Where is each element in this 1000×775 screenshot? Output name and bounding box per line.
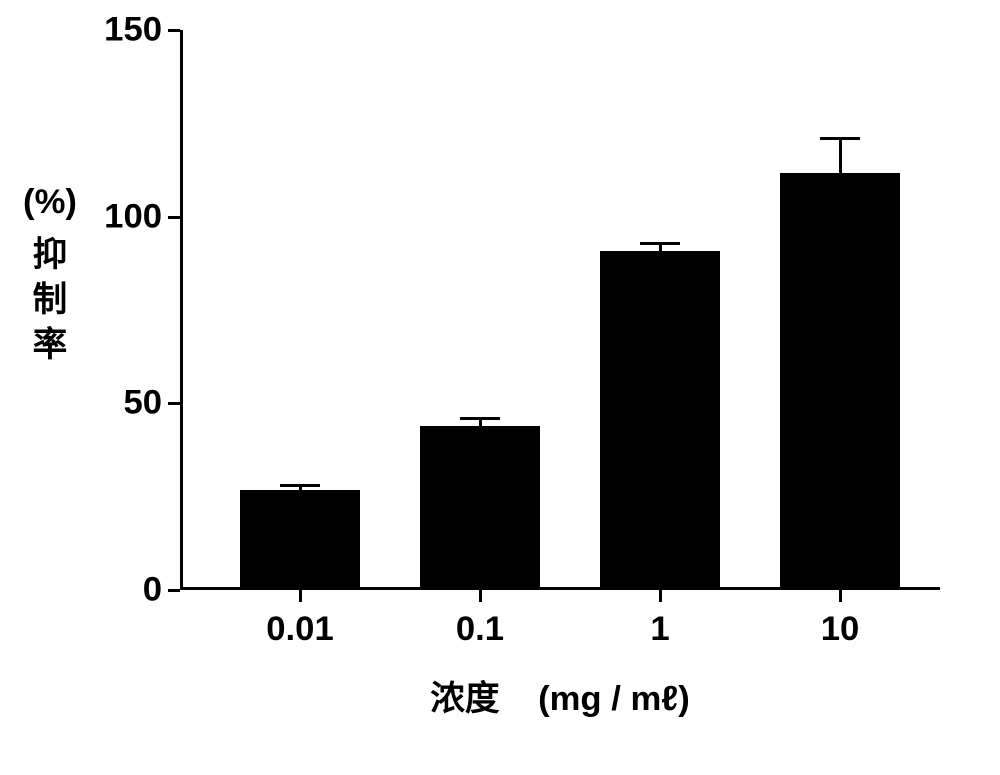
y-tick bbox=[168, 29, 180, 32]
y-axis-label-line-0: 抑 bbox=[20, 233, 80, 278]
x-tick-label: 1 bbox=[650, 610, 669, 649]
y-axis-label-line-1: 制 bbox=[20, 278, 80, 323]
y-axis-line bbox=[180, 30, 183, 590]
error-bar-cap bbox=[460, 417, 500, 420]
x-tick bbox=[299, 590, 302, 602]
bar bbox=[420, 426, 540, 587]
x-tick bbox=[839, 590, 842, 602]
bar bbox=[600, 251, 720, 587]
bar bbox=[240, 490, 360, 587]
y-tick bbox=[168, 589, 180, 592]
error-bar-cap bbox=[280, 484, 320, 487]
x-tick bbox=[659, 590, 662, 602]
x-tick bbox=[479, 590, 482, 602]
y-axis-label: (%) 抑 制 率 bbox=[20, 180, 80, 368]
x-tick-label: 0.01 bbox=[266, 610, 333, 649]
x-axis-title: 浓度 (mg / mℓ) bbox=[180, 670, 940, 720]
y-tick-label: 50 bbox=[123, 384, 162, 423]
x-axis-title-units: (mg / mℓ) bbox=[538, 680, 690, 718]
x-tick-label: 0.1 bbox=[456, 610, 504, 649]
bar-chart: (%) 抑 制 率 浓度 (mg / mℓ) 0501001500.010.11… bbox=[0, 0, 1000, 775]
error-bar-stem bbox=[839, 138, 842, 175]
bar bbox=[780, 173, 900, 587]
y-tick bbox=[168, 216, 180, 219]
error-bar-cap bbox=[820, 137, 860, 140]
plot-area: 浓度 (mg / mℓ) 0501001500.010.1110 bbox=[180, 30, 940, 590]
y-tick-label: 0 bbox=[143, 571, 162, 610]
x-tick-label: 10 bbox=[821, 610, 860, 649]
y-axis-label-line-2: 率 bbox=[20, 323, 80, 368]
x-axis-line bbox=[180, 587, 940, 590]
y-tick bbox=[168, 402, 180, 405]
y-tick-label: 150 bbox=[104, 11, 162, 50]
x-axis-title-prefix: 浓度 bbox=[430, 680, 499, 718]
y-tick-label: 100 bbox=[104, 197, 162, 236]
y-axis-label-percent: (%) bbox=[20, 180, 80, 225]
error-bar-cap bbox=[640, 242, 680, 245]
